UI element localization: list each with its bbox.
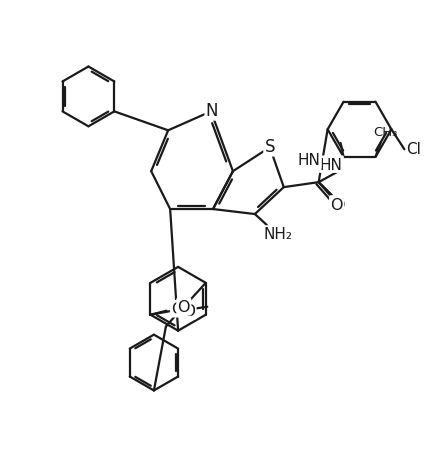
Text: CH₃: CH₃ — [373, 125, 398, 138]
Text: S: S — [264, 138, 275, 156]
Text: O: O — [330, 197, 343, 212]
Text: HN: HN — [298, 153, 320, 168]
Text: N: N — [206, 102, 218, 120]
Text: Cl: Cl — [406, 142, 421, 156]
Text: O: O — [178, 299, 190, 314]
Text: O: O — [332, 197, 345, 212]
Text: NH₂: NH₂ — [263, 227, 292, 242]
Text: O: O — [183, 304, 195, 318]
Text: O: O — [171, 302, 184, 317]
Text: HN: HN — [320, 157, 343, 172]
